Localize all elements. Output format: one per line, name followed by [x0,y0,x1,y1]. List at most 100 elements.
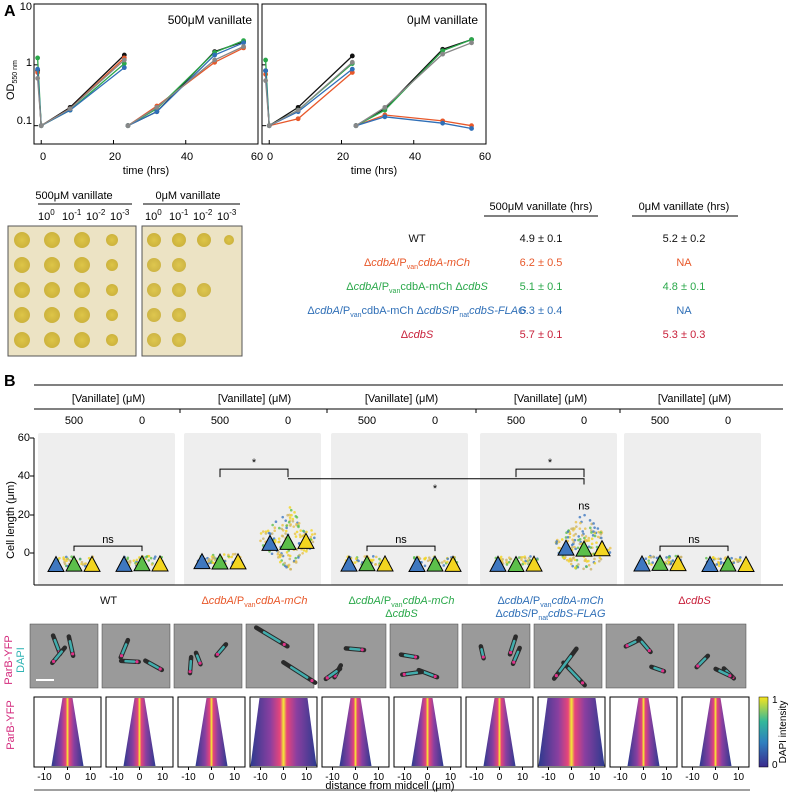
conc-0-0: 0 [139,415,145,427]
spot-0 [172,333,186,347]
length-point [713,557,717,561]
growth-point [263,57,269,63]
length-point [294,535,298,538]
table-col-0: 0μM vanillate (hrs) [639,201,730,213]
growth-point [35,75,41,81]
length-point [213,558,217,561]
length-point [428,558,432,562]
table-v500-1: 6.2 ± 0.5 [520,257,563,269]
length-point [572,540,576,544]
spot-500 [106,334,118,346]
growth-point [295,107,301,113]
parb-focus [310,679,314,683]
length-point [302,549,306,552]
dapi-signal [68,640,74,653]
replicate-triangle-2 [525,555,543,572]
length-point [566,530,570,533]
length-point [569,557,572,560]
length-point [523,562,527,565]
length-point [227,553,230,557]
spot-500 [14,307,30,323]
length-point [276,552,280,556]
length-point [593,526,596,529]
length-point [371,558,375,562]
replicate-triangle-1 [426,555,444,572]
replicate-triangle-2 [376,554,394,572]
growth-line-1-0-b [355,38,472,127]
length-point [147,554,151,558]
dilution-label-a3: 10-3 [110,208,130,223]
length-point [309,535,313,539]
length-point [652,555,655,558]
growth-point [469,126,474,131]
growth-point [154,104,160,110]
dilution-label-b2: 10-2 [193,208,213,223]
len-tick-0: 0 [24,547,30,559]
length-point [423,564,427,568]
length-point [135,558,139,562]
demo-tick-5-2: 10 [445,772,457,783]
length-point [273,529,276,532]
length-point [65,557,69,561]
demo-tick-3-2: 10 [301,772,313,783]
table-v500-3: 6.3 ± 0.4 [520,305,563,317]
demo-tick-6-2: 10 [517,772,529,783]
length-point [294,560,298,563]
length-point [571,527,575,530]
replicate-triangle-2 [297,532,315,549]
replicate-triangle-0 [633,554,651,572]
length-point [717,564,721,568]
length-point [284,532,287,535]
length-point [277,537,281,540]
growth-point [35,66,41,72]
length-point [588,519,592,522]
length-point [587,536,591,540]
demo-tick-2-0: -10 [181,772,196,783]
length-point [505,563,509,566]
length-point [650,563,653,566]
growth-point [241,44,246,49]
spot-500 [44,257,60,273]
length-point [283,561,287,565]
length-point [589,529,593,532]
length-point [592,530,595,533]
length-point [583,559,587,563]
x-tick-60-b: 60 [479,151,491,163]
demo-tick-6-1: 0 [497,772,503,783]
growth-line-0-4-a [36,59,125,127]
growth-point [266,123,272,129]
dapi-signal [627,640,637,647]
growth-point [440,51,446,57]
demo-tick-6-0: -10 [469,772,484,783]
dapi-signal [480,648,485,657]
length-point [154,555,157,558]
micro-label-dapi: DAPI [15,647,27,673]
length-point [271,523,274,527]
length-point [288,554,292,558]
length-point [719,557,722,561]
parb-focus [402,672,406,676]
dapi-signal [328,670,338,678]
dapi-signal [698,657,707,666]
length-point [285,565,288,569]
length-point [571,564,574,568]
replicate-triangle-2 [83,555,101,572]
length-point [679,555,683,559]
replicate-triangle-0 [701,555,719,573]
growth-point [212,52,218,58]
spot-0 [172,283,186,297]
demograph-side-label: ParB-YFP [5,700,17,750]
length-point [526,559,530,562]
length-point [575,564,579,568]
length-point [281,523,284,527]
demo-tick-1-2: 10 [157,772,169,783]
spot-500 [106,259,118,271]
length-point [301,551,304,555]
length-point [126,556,130,560]
length-point [267,531,271,535]
dapi-signal [290,666,309,679]
replicate-triangle-1 [507,555,525,573]
length-point [230,555,233,559]
length-point [234,552,237,556]
length-point [287,520,291,524]
